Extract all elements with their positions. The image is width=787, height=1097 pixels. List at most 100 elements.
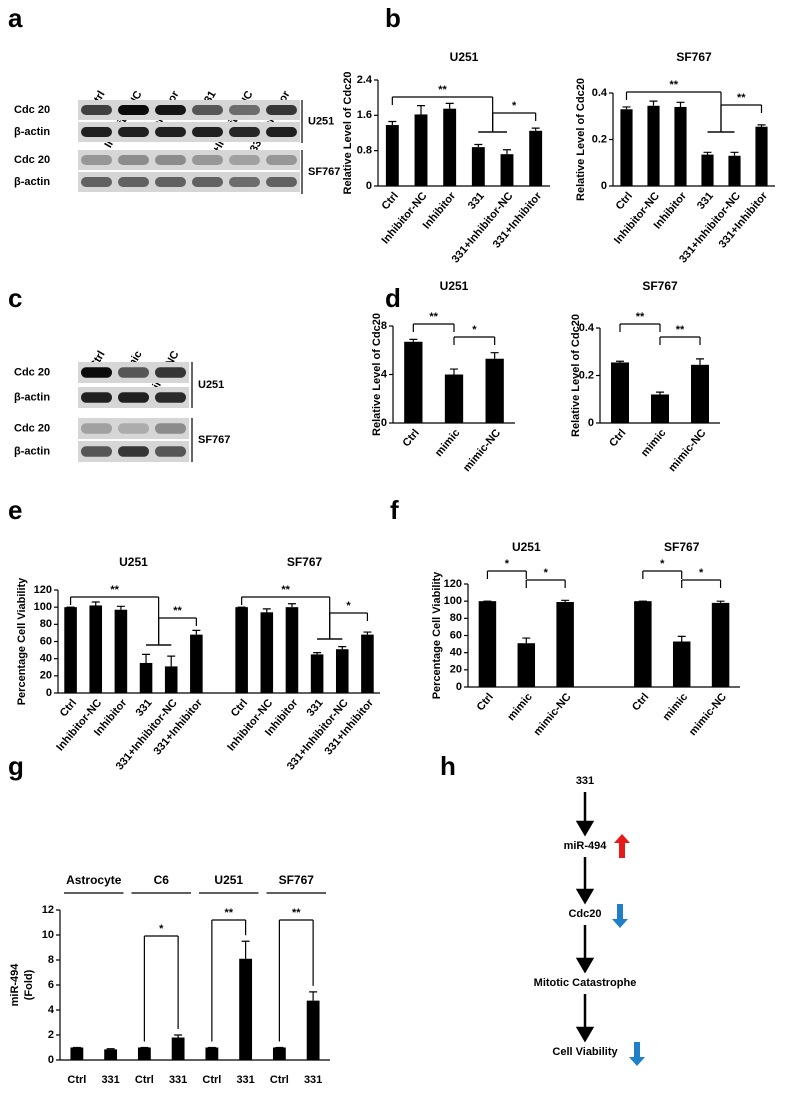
- blot-band: [229, 105, 260, 115]
- bar: [500, 154, 514, 186]
- error-bar: [703, 151, 712, 155]
- row-label: Cdc 20: [14, 154, 50, 166]
- blot-band: [81, 105, 112, 115]
- group-title: SF767: [287, 555, 323, 569]
- y-tick-label: 120: [34, 584, 52, 596]
- y-tick-label: 2: [48, 1029, 54, 1041]
- y-tick-label: 100: [34, 601, 52, 613]
- y-tick-label: 60: [450, 629, 462, 641]
- significance-label: **: [636, 311, 645, 323]
- y-tick-label: 60: [40, 635, 52, 647]
- x-tick-label: Ctrl: [67, 1074, 86, 1086]
- diagram-node: 331: [576, 775, 594, 787]
- cell-line-label: U251: [308, 115, 334, 127]
- significance-bracket: [317, 612, 369, 640]
- blot-band: [81, 127, 112, 137]
- bar: [674, 106, 687, 186]
- bar: [728, 155, 741, 186]
- row-label: β-actin: [14, 391, 50, 403]
- error-bar: [338, 646, 347, 650]
- bar: [70, 1047, 84, 1060]
- error-bar: [696, 358, 704, 365]
- bar: [711, 602, 730, 687]
- blot-band: [118, 177, 149, 187]
- y-tick-label: 8: [48, 954, 54, 966]
- y-tick-label: 40: [40, 653, 52, 665]
- blot-band: [118, 105, 149, 115]
- bar: [634, 601, 652, 687]
- bar: [471, 147, 485, 186]
- blot-band: [266, 177, 297, 187]
- down-arrow-icon: [612, 904, 628, 928]
- y-axis-label: Relative Level of Cdc20: [342, 72, 354, 195]
- significance-label: *: [159, 923, 164, 935]
- error-bar: [622, 106, 631, 110]
- blot-band: [81, 446, 112, 457]
- y-tick-label: 40: [450, 647, 462, 659]
- significance-bracket: [642, 570, 683, 579]
- error-bar: [474, 143, 483, 148]
- y-axis-label: miR-494: [9, 963, 21, 1007]
- bar: [385, 125, 399, 186]
- bar: [137, 1047, 151, 1060]
- significance-label: **: [429, 311, 438, 323]
- bar: [478, 601, 497, 687]
- bar: [611, 362, 629, 423]
- error-bar: [174, 1034, 183, 1038]
- blot-band: [118, 392, 149, 403]
- blot-band: [118, 367, 149, 378]
- y-tick-label: 4: [381, 368, 388, 380]
- significance-bracket: [143, 935, 179, 1042]
- significance-bracket: [453, 336, 496, 345]
- x-tick-label: 331: [101, 1074, 119, 1086]
- significance-bracket: [69, 596, 172, 646]
- bar: [310, 654, 324, 693]
- group-title: U251: [512, 540, 541, 554]
- panel-letter: a: [8, 3, 23, 33]
- y-tick-label: 6: [48, 979, 54, 991]
- y-tick-label: 8: [381, 320, 387, 332]
- panel-letter: e: [8, 495, 22, 525]
- significance-bracket: [486, 570, 527, 579]
- panel-letter: h: [440, 751, 456, 781]
- bar: [691, 364, 709, 423]
- significance-label: *: [544, 567, 549, 579]
- significance-label: **: [281, 584, 290, 596]
- significance-label: *: [512, 100, 517, 112]
- significance-bracket: [625, 91, 735, 133]
- x-tick-label: Ctrl: [135, 1074, 154, 1086]
- significance-label: *: [699, 567, 704, 579]
- bar: [620, 109, 633, 186]
- y-tick-label: 100: [444, 595, 462, 607]
- blot-band: [155, 392, 186, 403]
- y-tick-label: 0: [601, 180, 607, 192]
- bar: [517, 643, 536, 687]
- blot-band: [81, 423, 112, 434]
- y-tick-label: 120: [444, 578, 462, 590]
- y-tick-label: 80: [450, 612, 462, 624]
- error-bar: [363, 631, 372, 635]
- panel-letter: c: [8, 283, 22, 313]
- row-label: Cdc 20: [14, 366, 50, 378]
- row-label: β-actin: [14, 445, 50, 457]
- error-bar: [730, 151, 739, 156]
- blot-band: [266, 127, 297, 137]
- bar: [556, 602, 574, 687]
- y-tick-label: 0.8: [357, 145, 372, 157]
- significance-bracket: [391, 96, 507, 133]
- blot-band: [229, 177, 260, 187]
- error-bar: [649, 100, 658, 106]
- diagram-node: Mitotic Catastrophe: [534, 977, 637, 989]
- group-title: U251: [450, 50, 479, 64]
- significance-bracket: [681, 579, 722, 588]
- group-title: U251: [440, 279, 469, 293]
- significance-bracket: [278, 919, 314, 1042]
- y-tick-label: 0.2: [592, 133, 607, 145]
- y-axis-label: Percentage Cell Viability: [16, 577, 28, 705]
- error-bar: [676, 101, 685, 107]
- blot-band: [155, 446, 186, 457]
- y-axis-label: (Fold): [23, 969, 35, 1000]
- significance-label: **: [676, 324, 685, 336]
- error-bar: [531, 127, 540, 131]
- y-tick-label: 0: [46, 687, 52, 699]
